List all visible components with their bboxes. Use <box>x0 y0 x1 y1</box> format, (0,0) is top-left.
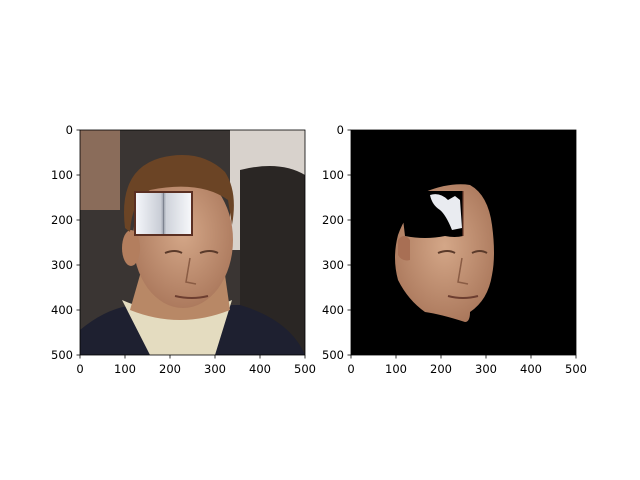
right-y-tick-label-5: 500 <box>322 348 344 362</box>
left-y-tick-label-5: 500 <box>51 348 73 362</box>
right-y-tick-label-3: 300 <box>322 258 344 272</box>
right-axes-frame <box>350 129 577 356</box>
right-y-tick-label-2: 200 <box>322 213 344 227</box>
hair <box>124 155 234 232</box>
right-y-tick-label-0: 0 <box>337 123 344 137</box>
right-y-tick-label-4: 400 <box>322 303 344 317</box>
right-y-tick-label-1: 100 <box>322 168 344 182</box>
right-x-ticks: 0 100 200 300 400 500 <box>347 355 587 376</box>
right-x-tick-label-4: 400 <box>520 362 542 376</box>
left-y-tick-label-4: 400 <box>51 303 73 317</box>
left-y-tick-label-1: 100 <box>51 168 73 182</box>
left-y-tick-label-0: 0 <box>66 123 73 137</box>
right-x-tick-label-2: 200 <box>430 362 452 376</box>
left-y-ticks: 0 100 200 300 400 500 <box>51 123 80 362</box>
left-axes-frame <box>79 129 306 356</box>
left-x-tick-label-1: 100 <box>114 362 136 376</box>
left-x-ticks: 0 100 200 300 400 500 <box>76 355 316 376</box>
left-x-tick-label-4: 400 <box>249 362 271 376</box>
left-y-tick-label-2: 200 <box>51 213 73 227</box>
patch-remnant <box>430 194 462 230</box>
left-x-tick-label-3: 300 <box>204 362 226 376</box>
right-image-panel <box>351 130 576 355</box>
right-y-ticks: 0 100 200 300 400 500 <box>322 123 351 362</box>
book-patch <box>134 191 193 236</box>
left-y-tick-label-3: 300 <box>51 258 73 272</box>
right-x-tick-label-5: 500 <box>565 362 587 376</box>
left-x-tick-label-5: 500 <box>294 362 316 376</box>
right-x-tick-label-0: 0 <box>347 362 354 376</box>
left-image-panel <box>80 130 305 355</box>
left-x-tick-label-2: 200 <box>159 362 181 376</box>
right-x-tick-label-1: 100 <box>385 362 407 376</box>
right-x-tick-label-3: 300 <box>475 362 497 376</box>
left-x-tick-label-0: 0 <box>76 362 83 376</box>
